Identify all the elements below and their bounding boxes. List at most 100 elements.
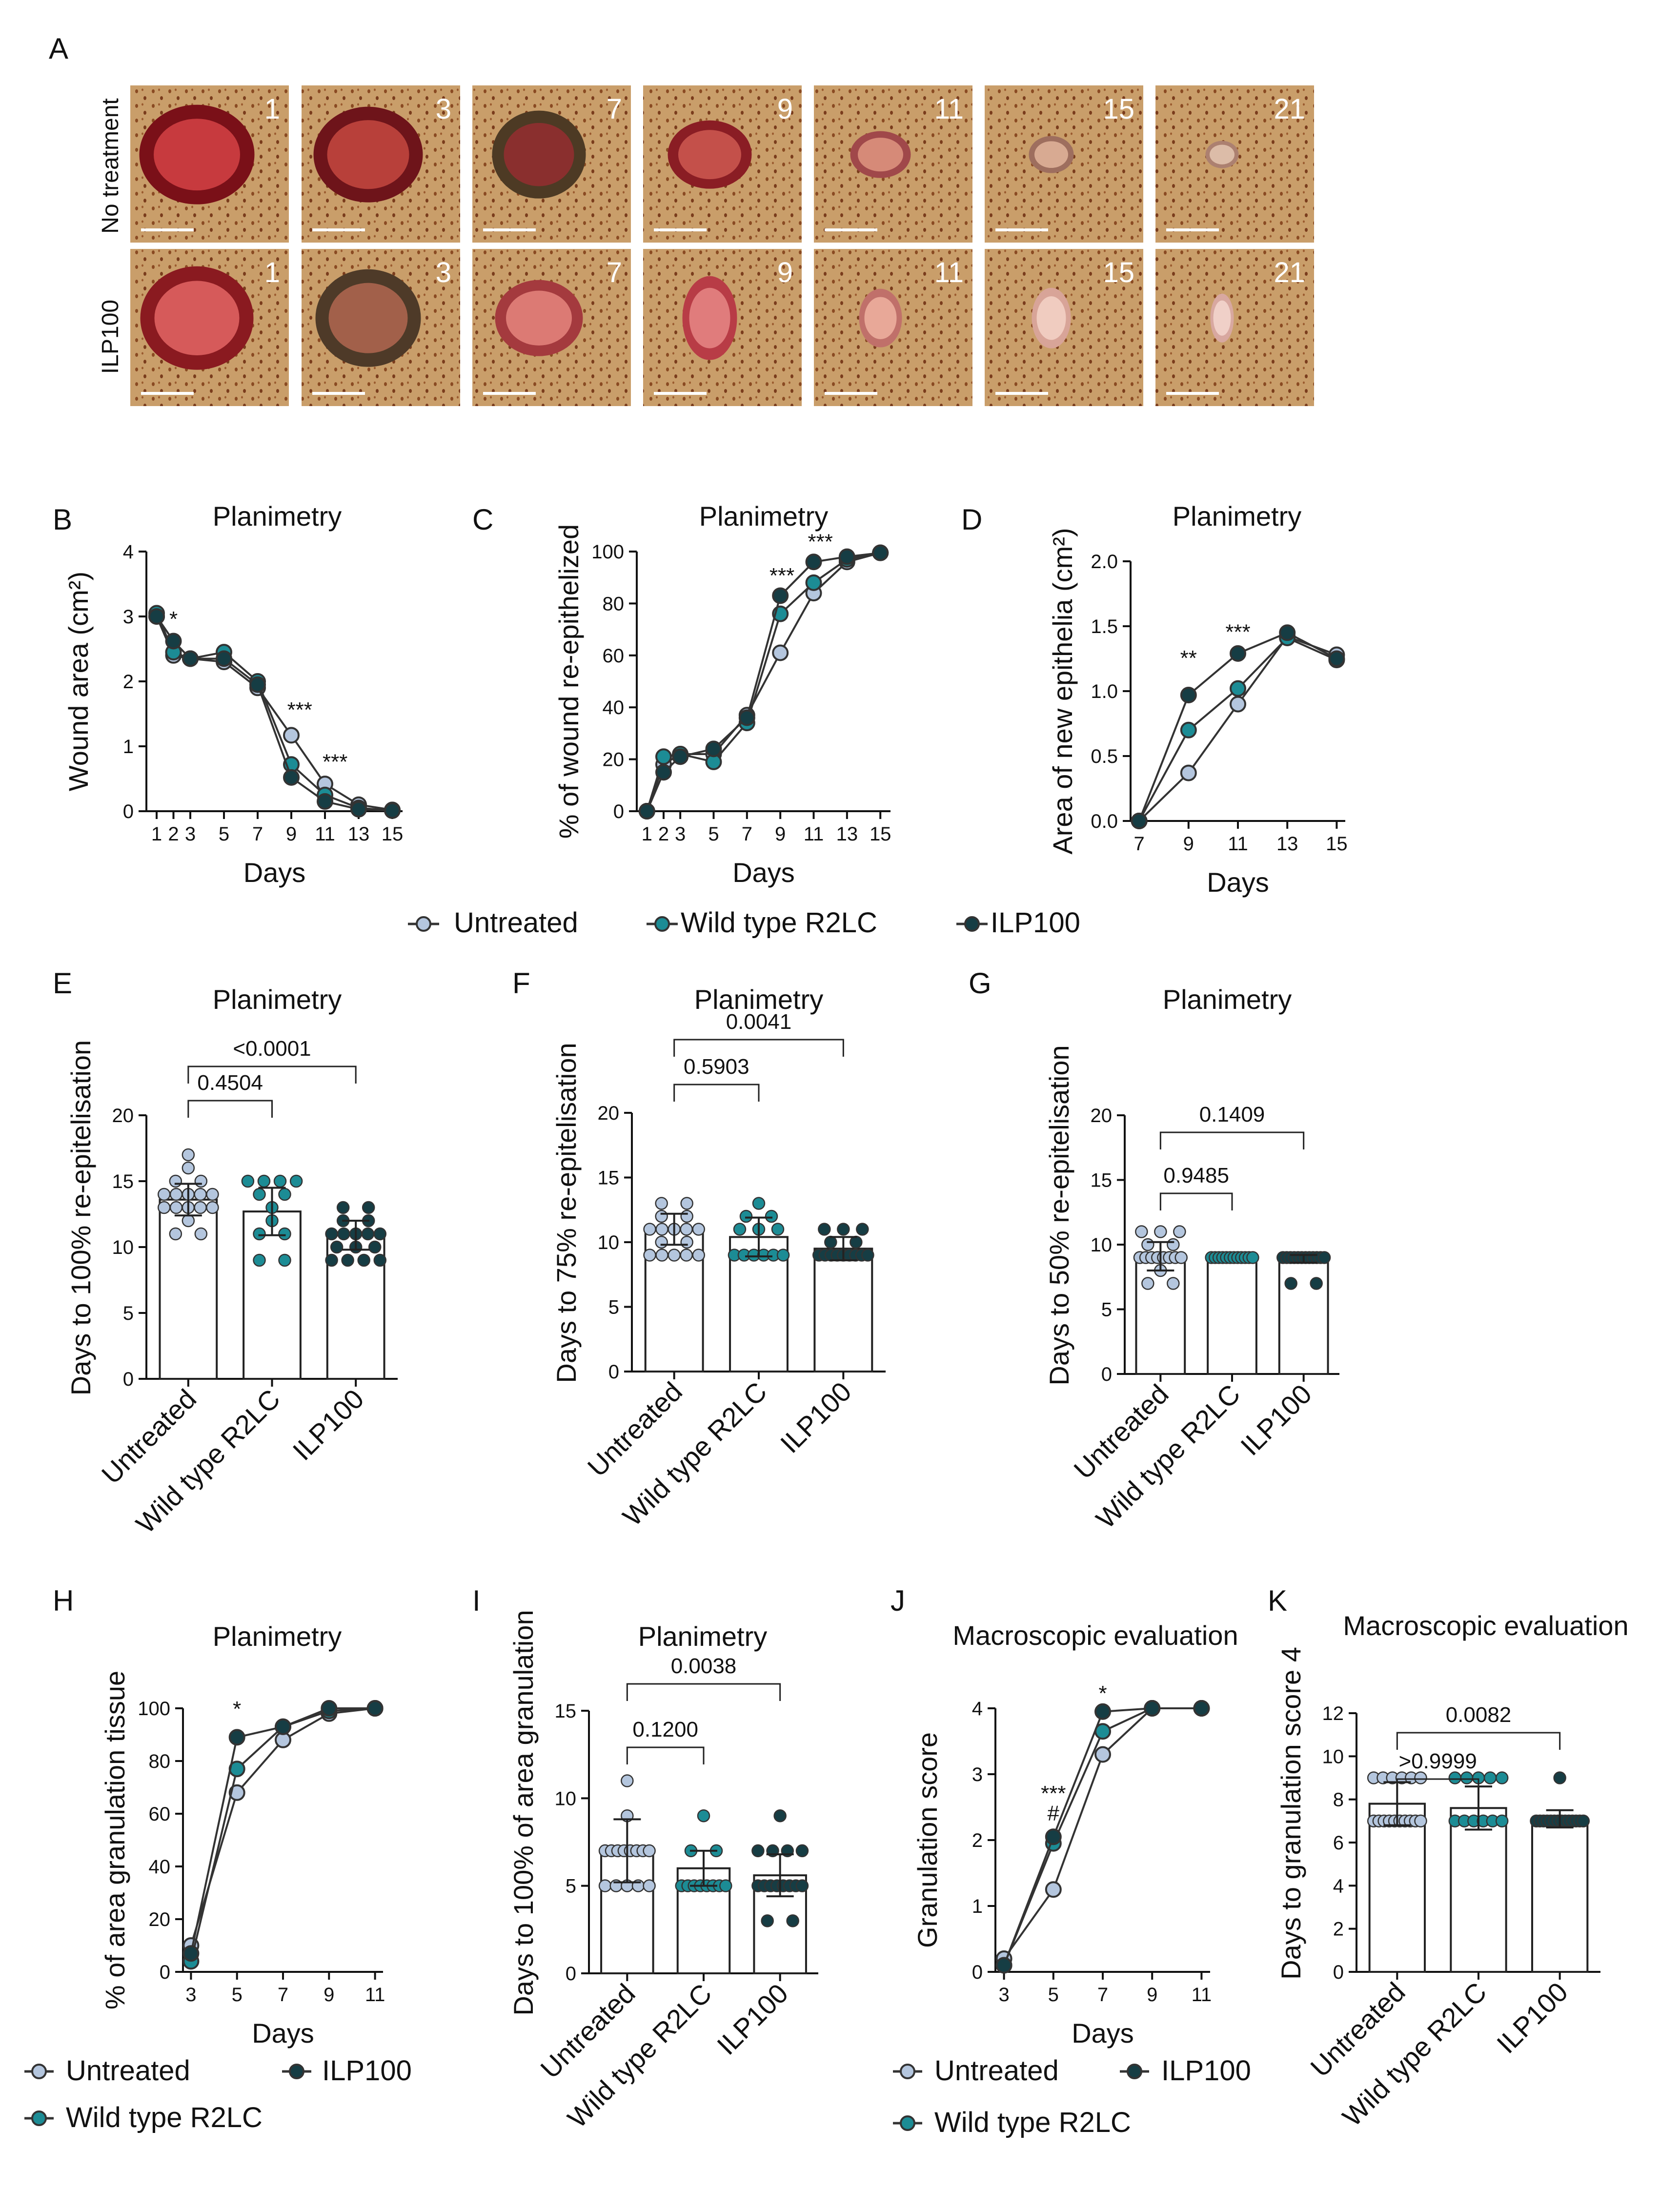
y-axis-label: Days to 100% of area granulation (508, 1610, 539, 2015)
bar (1278, 1258, 1329, 1375)
p-value-label: 0.5903 (684, 1055, 749, 1079)
legend-j-ilp100-label: ILP100 (1161, 2055, 1251, 2087)
legend-j-r2lc-label: Wild type R2LC (934, 2107, 1131, 2138)
data-point (330, 1240, 344, 1254)
data-point (278, 1188, 291, 1201)
data-point (182, 1214, 195, 1228)
data-point (772, 644, 789, 661)
data-point (337, 1227, 350, 1241)
legend-ilp100-label: ILP100 (991, 907, 1080, 939)
wound-inner (154, 119, 240, 191)
wound-photo (1155, 85, 1314, 243)
series-line (156, 615, 393, 812)
x-tick-label: 5 (1048, 1984, 1059, 2006)
p-value-label: 0.4504 (197, 1071, 263, 1095)
wound-inner (864, 297, 897, 339)
x-tick-label: 9 (775, 823, 786, 845)
data-point (861, 1249, 874, 1262)
data-point (182, 1161, 195, 1175)
data-point (1174, 1251, 1188, 1264)
chart-k: K Macroscopic evaluation 0 2 4 6 8 10 12 Days to … (1268, 1584, 1629, 2132)
x-tick-label: 15 (382, 823, 404, 845)
legend-j-untreated-label: Untreated (934, 2055, 1059, 2087)
x-tick-label: 13 (348, 823, 370, 845)
y-tick-label: 0.5 (1091, 746, 1118, 767)
y-tick-label: 15 (112, 1171, 134, 1192)
y-tick-label: 6 (1333, 1832, 1344, 1854)
p-value-label: <0.0001 (233, 1037, 311, 1061)
x-tick-label: 7 (278, 1984, 288, 2006)
p-value-label: 0.9485 (1163, 1164, 1229, 1188)
x-axis-label: Days (243, 857, 306, 888)
y-tick-label: 2 (1333, 1919, 1344, 1940)
y-axis-label: % of area granulation tissue (100, 1671, 130, 2009)
y-axis-label: Days to 100% re-epitelisation (65, 1040, 96, 1395)
data-point (257, 1174, 271, 1188)
data-point (1135, 1225, 1148, 1238)
y-tick-label: 10 (1091, 1234, 1113, 1256)
significance-marker: *** (287, 698, 312, 722)
data-point (278, 1253, 291, 1267)
data-point (1577, 1814, 1590, 1828)
x-axis-label: Days (732, 857, 795, 888)
data-point (1328, 650, 1345, 667)
photo-day-label: 3 (436, 93, 451, 125)
p-value-label: 0.1409 (1199, 1103, 1265, 1127)
data-point (361, 1227, 375, 1241)
chart-title: Macroscopic evaluation (1343, 1610, 1628, 1641)
data-point (655, 1209, 668, 1223)
chart-h: H Planimetry 0 20 40 60 80 100 3 5 7 9 11 Days % of ar… (53, 1584, 385, 2049)
data-point (680, 1209, 693, 1223)
legend-h-ilp100-label: ILP100 (322, 2055, 412, 2087)
data-point (850, 1235, 863, 1249)
data-point (818, 1223, 831, 1236)
data-point (1495, 1814, 1509, 1828)
data-point (336, 1201, 350, 1214)
x-tick-label: 11 (804, 823, 824, 845)
x-tick-label: 15 (870, 823, 891, 845)
legend-h-ilp100-marker (282, 2064, 311, 2079)
data-point (1230, 696, 1246, 713)
data-point (1045, 1828, 1062, 1845)
series-line (156, 616, 393, 811)
y-tick-label: 0 (160, 1962, 170, 1983)
significance-marker: *** (1225, 620, 1250, 644)
data-point (157, 1188, 171, 1201)
data-point (169, 1227, 182, 1241)
x-axis-label: Days (1207, 867, 1269, 898)
y-tick-label: 1 (972, 1896, 983, 1917)
y-tick-label: 5 (566, 1876, 576, 1897)
significance-bracket (1396, 1778, 1479, 1796)
y-tick-label: 1 (123, 736, 134, 758)
data-point (275, 1718, 291, 1735)
data-point (655, 1223, 668, 1236)
chart-title: Planimetry (213, 501, 342, 532)
wound-inner (689, 287, 730, 348)
y-tick-label: 1.5 (1091, 616, 1118, 637)
data-point (680, 1249, 693, 1262)
chart-i: I Planimetry 0 5 10 15 Days to 100% of area gr… (472, 1584, 818, 2134)
data-point (1193, 1700, 1210, 1717)
data-point (668, 1249, 681, 1262)
chart-c: C Planimetry 0 20 40 60 80 100 1 2 3 5 7 9 11 13 15 Days%… (472, 501, 891, 888)
wound-inner (328, 283, 408, 353)
data-point (672, 748, 689, 765)
data-point (1483, 1771, 1497, 1784)
significance-bracket (626, 1746, 705, 1764)
y-tick-label: 4 (123, 541, 134, 563)
data-point (795, 1879, 809, 1892)
data-point (1045, 1881, 1062, 1898)
x-tick-label: 3 (675, 823, 686, 845)
y-tick-label: 0 (972, 1962, 983, 1983)
panel-label: B (53, 503, 72, 536)
data-point (384, 802, 401, 819)
y-tick-label: 0 (1333, 1962, 1344, 1983)
x-tick-label: 3 (185, 823, 196, 845)
chart-title: Planimetry (213, 1621, 342, 1652)
legend-r2lc-label: Wild type R2LC (681, 907, 877, 939)
data-point (772, 587, 789, 604)
data-point (786, 1914, 799, 1927)
x-tick-label: 5 (708, 823, 719, 845)
photo-day-label: 15 (1103, 93, 1134, 125)
y-tick-label: 1.0 (1091, 681, 1118, 702)
